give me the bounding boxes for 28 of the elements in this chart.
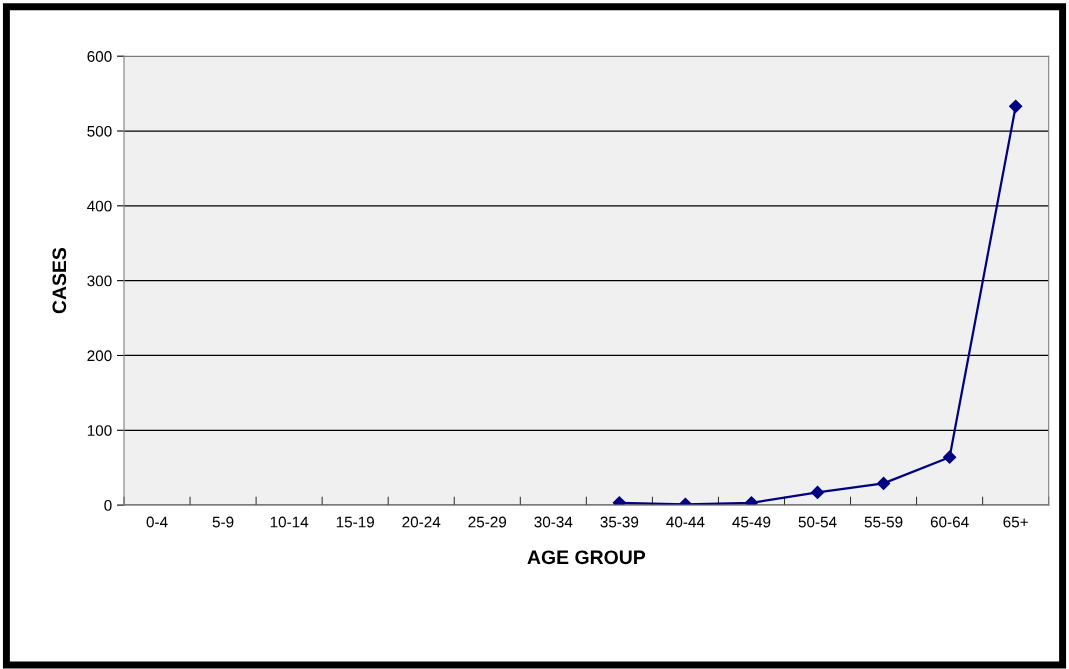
y-tick-label: 400 bbox=[87, 200, 112, 212]
x-tick-label: 40-44 bbox=[666, 516, 705, 528]
x-tick-label: 55-59 bbox=[864, 516, 903, 528]
y-tick-label: 600 bbox=[87, 51, 112, 62]
x-tick-label: 0-4 bbox=[146, 516, 168, 528]
y-tick-label: 100 bbox=[87, 425, 112, 436]
point bbox=[1009, 99, 1023, 113]
x-tick-label: 20-24 bbox=[402, 516, 441, 528]
x-tick-label: 30-34 bbox=[534, 516, 573, 528]
y-tick-label: 500 bbox=[87, 125, 112, 137]
y-tick-label: 300 bbox=[87, 275, 112, 287]
y-tick-label: 200 bbox=[87, 350, 112, 362]
point bbox=[612, 496, 626, 506]
x-tick-label: 10-14 bbox=[270, 516, 309, 528]
x-tick-label: 25-29 bbox=[468, 516, 507, 528]
point bbox=[810, 485, 825, 499]
x-tick-label: 35-39 bbox=[600, 516, 639, 528]
x-tick-label: 50-54 bbox=[798, 516, 837, 528]
y-axis-title: CASES bbox=[52, 247, 67, 314]
x-tick-label: 60-64 bbox=[930, 516, 969, 528]
x-axis-title: AGE GROUP bbox=[527, 550, 646, 565]
y-tick-label: 0 bbox=[104, 499, 112, 511]
x-tick-label: 45-49 bbox=[732, 516, 771, 528]
x-tick-label: 15-19 bbox=[336, 516, 374, 528]
x-tick-label: 5-9 bbox=[212, 516, 234, 528]
point bbox=[943, 450, 957, 464]
x-tick-label: 65+ bbox=[1003, 516, 1028, 528]
point bbox=[876, 476, 891, 490]
